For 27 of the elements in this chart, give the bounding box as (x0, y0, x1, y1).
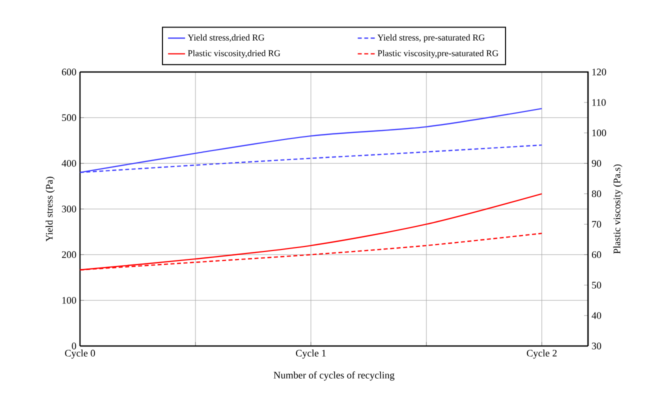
y2-tick-label: 70 (592, 220, 602, 228)
x-tick-label: Cycle 2 (526, 350, 557, 359)
x-tick-label: Cycle 1 (296, 350, 326, 359)
y2-tick-label: 90 (592, 160, 602, 167)
y2-tick-label: 80 (592, 190, 602, 198)
y-tick-label: 300 (62, 206, 76, 212)
x-tick-label: Cycle 0 (65, 350, 95, 359)
y-tick-label: 400 (62, 160, 76, 167)
y2-tick-label: 100 (592, 130, 606, 136)
y2-tick-label: 40 (592, 312, 602, 319)
y2-tick-label: 110 (592, 99, 606, 106)
y-tick-label: 0 (72, 342, 76, 350)
y2-tick-label: 30 (592, 342, 602, 350)
legend-label: Yield stress,dried RG (188, 34, 264, 42)
x-axis-title: Number of cycles of recycling (274, 371, 394, 381)
y-tick-label: 500 (62, 114, 76, 122)
y-axis-title: Yield stress (Pa) (46, 176, 55, 242)
y2-tick-label: 50 (592, 282, 602, 288)
y-tick-label: 200 (62, 251, 76, 258)
y2-tick-label: 120 (592, 68, 606, 76)
y-tick-label: 600 (62, 68, 76, 76)
y2-tick-label: 60 (592, 251, 602, 258)
y-tick-label: 100 (62, 296, 76, 304)
legend-label: Plastic viscosity,pre-saturated RG (378, 50, 498, 58)
legend-label: Plastic viscosity,dried RG (188, 50, 280, 58)
legend-label: Yield stress, pre-saturated RG (377, 34, 485, 42)
y2-axis-title: Plastic viscosity (Pa.s) (613, 164, 622, 254)
